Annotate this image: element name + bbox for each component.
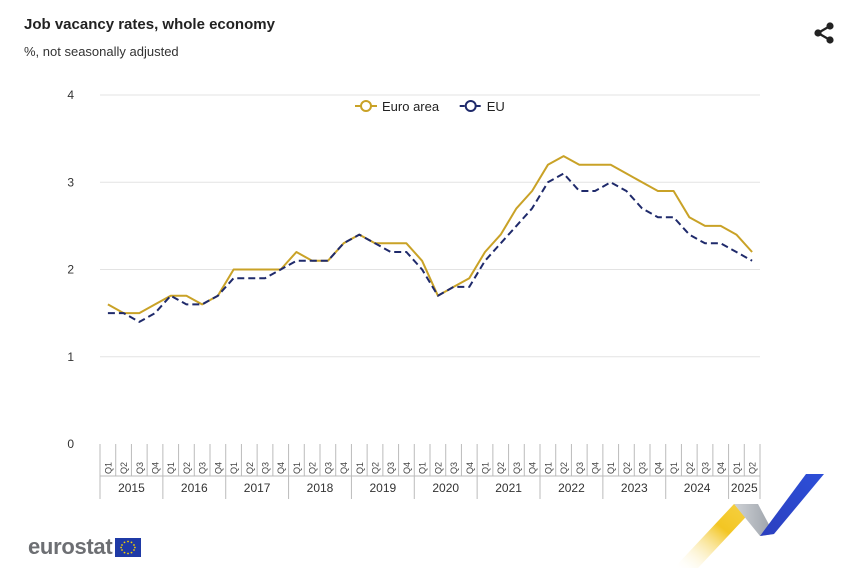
y-tick-label: 0 <box>67 437 74 451</box>
x-tick-label-quarter: Q2 <box>622 462 632 474</box>
x-tick-label-quarter: Q1 <box>606 462 616 474</box>
share-icon[interactable] <box>812 22 836 44</box>
x-tick-label-quarter: Q2 <box>119 462 129 474</box>
x-tick-label-year: 2024 <box>684 481 711 495</box>
x-tick-label-quarter: Q1 <box>103 462 113 474</box>
x-tick-label-quarter: Q4 <box>339 462 349 474</box>
x-tick-label-year: 2017 <box>244 481 271 495</box>
eurostat-logo[interactable]: eurostat <box>28 534 142 560</box>
x-tick-label-quarter: Q4 <box>528 462 538 474</box>
x-tick-label-quarter: Q1 <box>355 462 365 474</box>
x-tick-label-quarter: Q4 <box>213 462 223 474</box>
y-tick-label: 4 <box>67 88 74 102</box>
ribbon-decoration <box>674 474 824 568</box>
logo-text: eurostat <box>28 534 113 559</box>
x-tick-label-quarter: Q4 <box>151 462 161 474</box>
y-tick-label: 2 <box>67 263 74 277</box>
chart-subtitle: %, not seasonally adjusted <box>24 44 179 59</box>
x-tick-label-quarter: Q2 <box>433 462 443 474</box>
x-tick-label-quarter: Q3 <box>638 462 648 474</box>
x-tick-label-quarter: Q1 <box>292 462 302 474</box>
y-tick-label: 1 <box>67 350 74 364</box>
x-tick-label-year: 2020 <box>432 481 459 495</box>
x-tick-label-quarter: Q4 <box>402 462 412 474</box>
x-tick-label-quarter: Q3 <box>135 462 145 474</box>
x-tick-label-year: 2021 <box>495 481 522 495</box>
x-tick-label-quarter: Q2 <box>559 462 569 474</box>
x-tick-label-quarter: Q4 <box>653 462 663 474</box>
series-line-eu <box>107 172 753 323</box>
x-tick-label-quarter: Q3 <box>198 462 208 474</box>
eu-flag-icon <box>115 537 142 557</box>
legend-marker-eu <box>464 100 477 112</box>
x-tick-label-year: 2019 <box>370 481 397 495</box>
x-tick-label-quarter: Q1 <box>166 462 176 474</box>
x-tick-label-quarter: Q2 <box>748 462 758 474</box>
x-tick-label-quarter: Q3 <box>575 462 585 474</box>
x-tick-label-quarter: Q1 <box>229 462 239 474</box>
x-tick-label-quarter: Q3 <box>449 462 459 474</box>
x-tick-label-year: 2022 <box>558 481 585 495</box>
x-tick-label-year: 2015 <box>118 481 145 495</box>
x-tick-label-year: 2023 <box>621 481 648 495</box>
x-tick-label-quarter: Q1 <box>543 462 553 474</box>
x-tick-label-quarter: Q2 <box>496 462 506 474</box>
x-tick-label-quarter: Q1 <box>669 462 679 474</box>
y-tick-label: 3 <box>67 175 74 189</box>
x-tick-label-quarter: Q3 <box>323 462 333 474</box>
x-tick-label-year: 2016 <box>181 481 208 495</box>
x-tick-label-quarter: Q4 <box>716 462 726 474</box>
chart-title: Job vacancy rates, whole economy <box>24 16 275 33</box>
x-tick-label-quarter: Q2 <box>245 462 255 474</box>
x-tick-label-quarter: Q3 <box>261 462 271 474</box>
x-tick-label-quarter: Q1 <box>418 462 428 474</box>
legend-label-eu: EU <box>487 99 505 114</box>
x-tick-label-quarter: Q2 <box>308 462 318 474</box>
x-tick-label-quarter: Q1 <box>732 462 742 474</box>
x-tick-label-quarter: Q4 <box>591 462 601 474</box>
x-tick-label-quarter: Q3 <box>512 462 522 474</box>
x-tick-label-quarter: Q2 <box>685 462 695 474</box>
x-tick-label-quarter: Q3 <box>701 462 711 474</box>
series-line-euro-area <box>107 155 753 315</box>
legend-marker-euro-area <box>360 100 372 112</box>
x-tick-label-quarter: Q1 <box>481 462 491 474</box>
x-tick-label-quarter: Q3 <box>386 462 396 474</box>
x-tick-label-quarter: Q2 <box>371 462 381 474</box>
x-tick-label-year: 2025 <box>731 481 758 495</box>
x-tick-label-year: 2018 <box>307 481 334 495</box>
x-tick-label-quarter: Q2 <box>182 462 192 474</box>
x-tick-label-quarter: Q4 <box>276 462 286 474</box>
x-tick-label-quarter: Q4 <box>465 462 475 474</box>
legend-label-euro-area: Euro area <box>382 99 440 114</box>
